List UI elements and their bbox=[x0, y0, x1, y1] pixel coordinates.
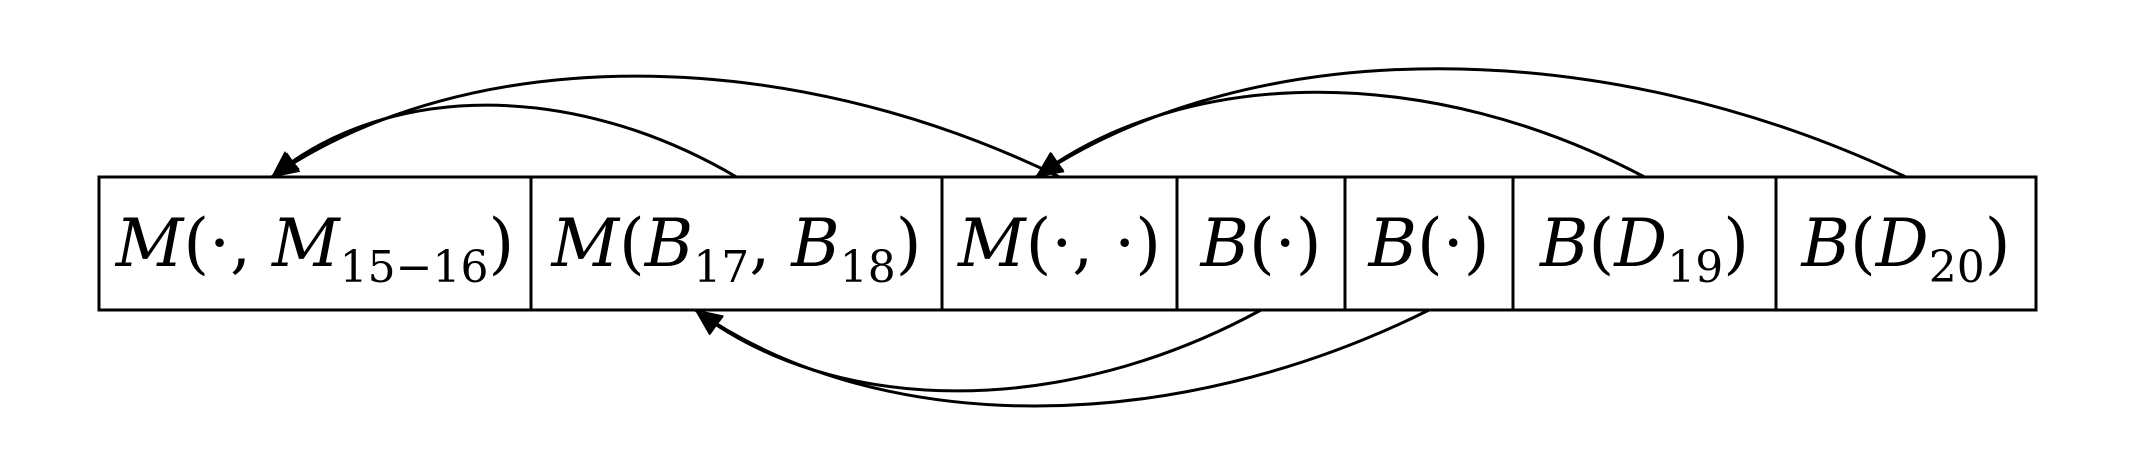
label-part: 17 bbox=[693, 242, 749, 293]
label-part: B bbox=[644, 205, 694, 282]
label-part: (·) bbox=[1249, 205, 1321, 282]
label-part: 19 bbox=[1667, 242, 1723, 293]
edges-layer bbox=[270, 67, 1907, 408]
cell-box bbox=[1343, 175, 1515, 312]
arrow-head bbox=[270, 152, 301, 178]
edge-c7-to-c3 bbox=[1035, 67, 1907, 179]
label-part: ( bbox=[1589, 205, 1615, 282]
label-part: ( bbox=[1850, 205, 1876, 282]
label-part: 18 bbox=[840, 242, 896, 293]
cell-6: B(D19) bbox=[1511, 175, 1778, 312]
cell-box bbox=[1774, 175, 2038, 312]
cell-5: B(·) bbox=[1343, 175, 1515, 312]
label-part: , bbox=[749, 205, 791, 282]
cell-box bbox=[1175, 175, 1347, 312]
label-part: 20 bbox=[1929, 242, 1985, 293]
cell-label: M(·, ·) bbox=[957, 205, 1161, 282]
cell-3: M(·, ·) bbox=[940, 175, 1179, 312]
arrow-head bbox=[694, 309, 724, 335]
cell-label: B(D19) bbox=[1539, 205, 1749, 293]
cell-label: B(·) bbox=[1200, 205, 1322, 282]
cells-layer: M(·, M15−16) M(B17, B18) M(·, ·) B(·) B(·) B(… bbox=[97, 175, 2038, 312]
cell-label: M(·, M15−16) bbox=[115, 205, 514, 293]
label-part: D bbox=[1875, 205, 1929, 282]
label-part: B bbox=[790, 205, 840, 282]
edge-c3-to-c1 bbox=[270, 74, 1061, 179]
cell-2: M(B17, B18) bbox=[529, 175, 944, 312]
cell-1: M(·, M15−16) bbox=[97, 175, 533, 312]
label-part: B bbox=[1539, 205, 1589, 282]
label-part: B bbox=[1801, 205, 1851, 282]
edge-c4-to-c2 bbox=[694, 308, 1262, 393]
label-part: M bbox=[957, 205, 1027, 282]
edge-c2-to-c1 bbox=[270, 103, 738, 179]
cell-box bbox=[97, 175, 533, 312]
label-part: (·, ·) bbox=[1026, 205, 1161, 282]
cell-label: B(D20) bbox=[1801, 205, 2011, 293]
cell-box bbox=[1511, 175, 1778, 312]
edge-c6-to-c3 bbox=[1035, 90, 1646, 179]
label-part: ) bbox=[1723, 205, 1749, 282]
label-part: (·) bbox=[1417, 205, 1489, 282]
label-part: (·, bbox=[183, 205, 272, 282]
label-part: M bbox=[115, 205, 185, 282]
label-part: 15−16 bbox=[340, 242, 489, 293]
label-part: M bbox=[271, 205, 341, 282]
label-part: ) bbox=[1985, 205, 2011, 282]
label-part: ) bbox=[488, 205, 514, 282]
cell-7: B(D20) bbox=[1774, 175, 2038, 312]
label-part: B bbox=[1368, 205, 1418, 282]
cell-label: B(·) bbox=[1368, 205, 1490, 282]
edge-c5-to-c2 bbox=[694, 308, 1430, 408]
label-part: ) bbox=[896, 205, 922, 282]
cell-label: M(B17, B18) bbox=[550, 205, 921, 293]
cell-4: B(·) bbox=[1175, 175, 1347, 312]
cell-box bbox=[940, 175, 1179, 312]
label-part: ( bbox=[619, 205, 645, 282]
label-part: D bbox=[1613, 205, 1667, 282]
label-part: M bbox=[550, 205, 620, 282]
label-part: B bbox=[1200, 205, 1250, 282]
arrow-head bbox=[1034, 152, 1065, 178]
